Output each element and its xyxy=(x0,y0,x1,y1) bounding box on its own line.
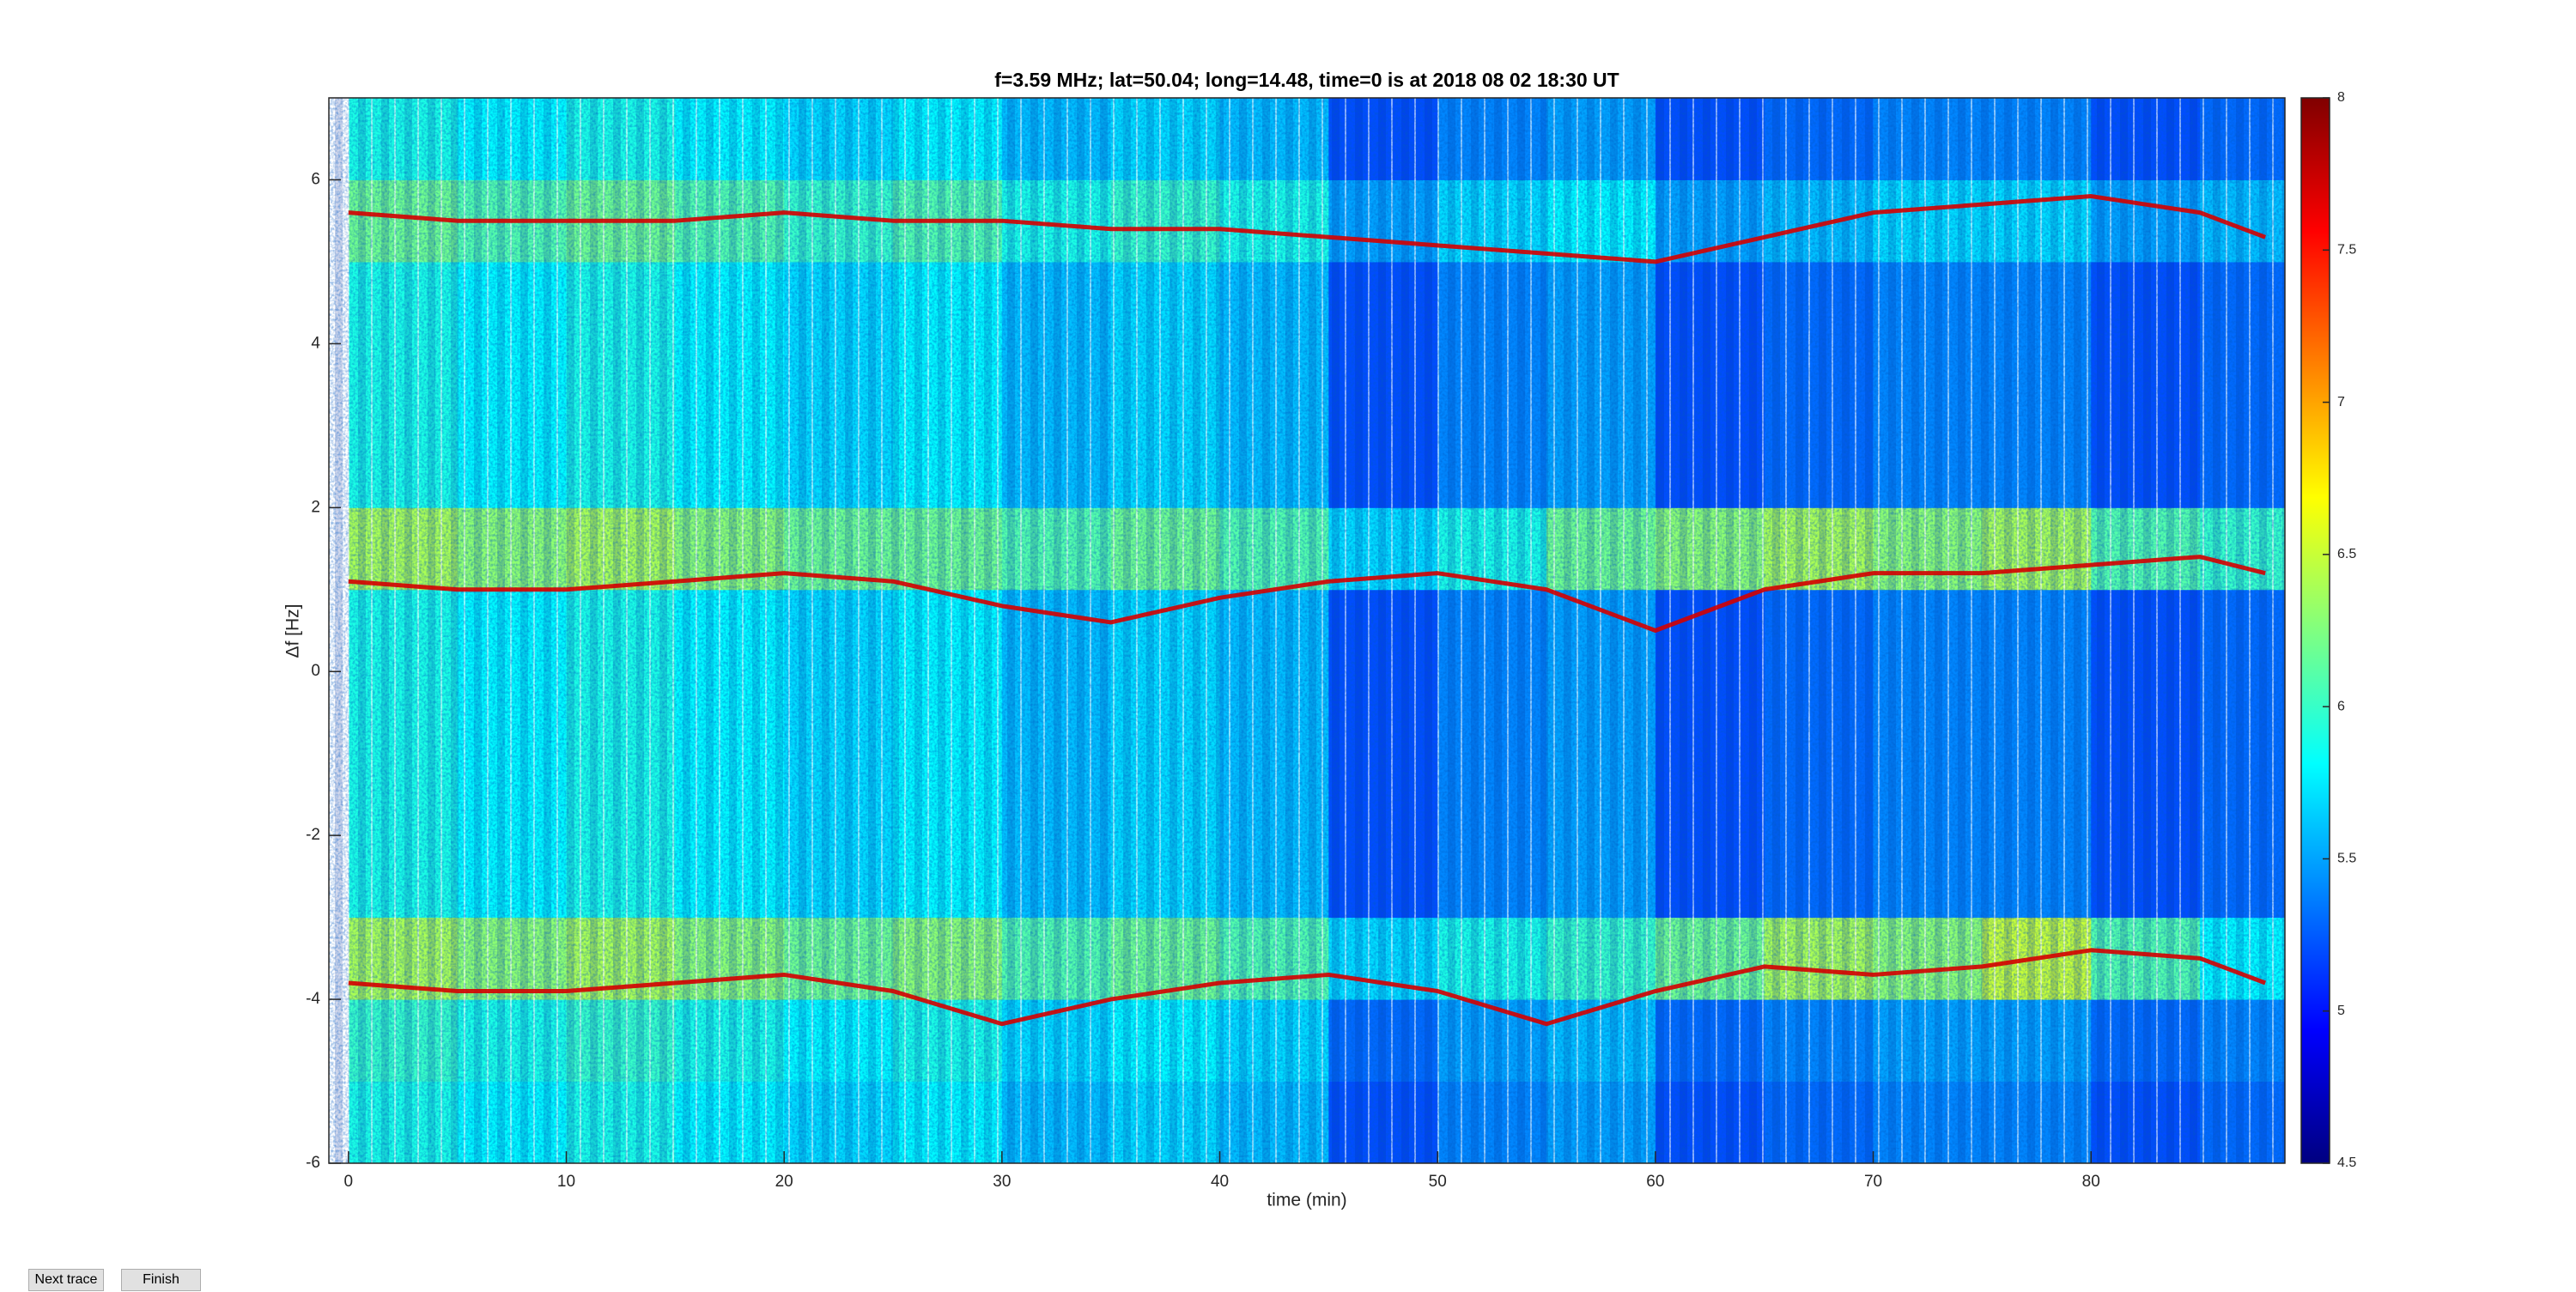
y-tick-label: 2 xyxy=(311,498,320,516)
trace-line xyxy=(348,555,2266,633)
colorbar-tick-label: 5.5 xyxy=(2337,852,2356,866)
y-tick-label: -2 xyxy=(306,826,320,844)
y-tick-label: 6 xyxy=(311,170,320,188)
colorbar-tick-label: 4.5 xyxy=(2337,1156,2356,1170)
x-tick-label: 0 xyxy=(344,1173,354,1191)
x-axis-label: time (min) xyxy=(1267,1191,1346,1210)
chart-title: f=3.59 MHz; lat=50.04; long=14.48, time=… xyxy=(994,69,1619,91)
colorbar-tick-label: 7.5 xyxy=(2337,243,2356,258)
x-tick-label: 20 xyxy=(775,1173,793,1191)
trace-line xyxy=(348,194,2267,264)
finish-button[interactable]: Finish xyxy=(121,1269,201,1291)
trace-line xyxy=(348,948,2267,1027)
y-tick-label: 4 xyxy=(311,334,320,352)
x-tick-label: 60 xyxy=(1646,1173,1664,1191)
y-tick-label: 0 xyxy=(311,662,320,680)
y-tick-label: -6 xyxy=(306,1154,320,1172)
y-axis-label: Δf [Hz] xyxy=(283,604,303,658)
texture xyxy=(329,98,2285,1163)
x-tick-label: 30 xyxy=(993,1173,1011,1191)
next-trace-button[interactable]: Next trace xyxy=(28,1269,104,1291)
x-tick-label: 50 xyxy=(1429,1173,1447,1191)
colorbar-tick-label: 5 xyxy=(2337,1004,2345,1018)
x-tick-label: 10 xyxy=(557,1173,575,1191)
x-tick-label: 70 xyxy=(1864,1173,1882,1191)
colorbar-tick-label: 6 xyxy=(2337,699,2345,713)
colorbar-tick-label: 7 xyxy=(2337,395,2345,409)
traces xyxy=(348,194,2267,1027)
x-tick-label: 40 xyxy=(1211,1173,1229,1191)
colorbar-tick-label: 8 xyxy=(2337,90,2345,105)
axes: 0 10 20 30 40 50 60 70 80 -6 -4 -2 0 2 4 6 4.5 5 5.5 6 6.5 7 7… xyxy=(306,90,2356,1191)
colorbar xyxy=(2300,97,2330,1164)
x-tick-label: 80 xyxy=(2082,1173,2100,1191)
y-tick-label: -4 xyxy=(306,990,320,1008)
axes-box xyxy=(328,97,2286,1164)
colorbar-tick-label: 6.5 xyxy=(2337,547,2356,561)
